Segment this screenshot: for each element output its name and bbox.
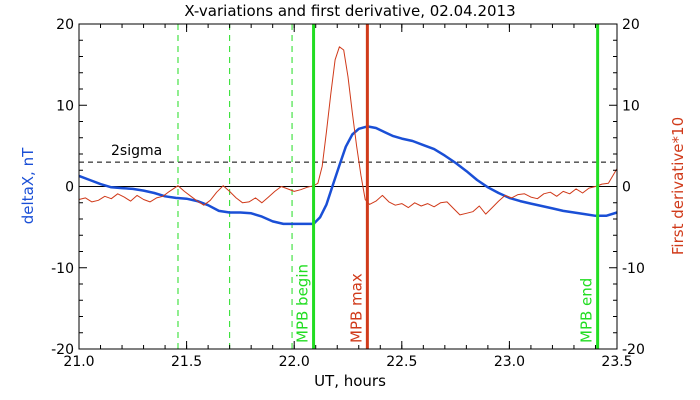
reference-lines (79, 24, 617, 349)
x-tick-label: 21.5 (171, 354, 202, 370)
y-right-tick-label: 0 (622, 180, 631, 196)
event-label-3: MPB end (578, 278, 596, 343)
x-tick-label: 23.0 (494, 354, 525, 370)
chart-title: X-variations and first derivative, 02.04… (184, 2, 515, 20)
event-label-2: MPB max (347, 273, 365, 343)
y-left-tick-label: 20 (56, 17, 74, 33)
y-left-tick-label: -10 (51, 261, 74, 277)
event-label-1: MPB begin (294, 264, 312, 343)
x-tick-label: 22.5 (386, 354, 417, 370)
x-tick-label: 22.0 (279, 354, 310, 370)
left-y-axis-title: deltaX, nT (19, 147, 37, 224)
y-left-tick-label: -20 (51, 342, 74, 358)
axes-layer: 21.0 21.5 22.0 22.5 23.0 23.5-20 -20-10 -100 010… (51, 17, 645, 370)
derivative-series-line (78, 46, 618, 216)
event-layer: MPB begin MPB max MPB end (294, 24, 600, 349)
plot-area: MPB begin MPB max MPB end 21.0 21.5 22.0 22.5… (51, 17, 645, 370)
x-tick-label: 21.0 (63, 354, 94, 370)
y-right-tick-label: 20 (622, 17, 640, 33)
deltax-series-line (78, 125, 618, 226)
y-right-tick-label: -20 (622, 342, 645, 358)
x-axis-title: UT, hours (314, 372, 386, 390)
y-right-tick-label: 10 (622, 98, 640, 114)
x-tick-label: 23.5 (601, 354, 632, 370)
y-left-tick-label: 0 (65, 180, 74, 196)
y-right-tick-label: -10 (622, 261, 645, 277)
y-left-tick-label: 10 (56, 98, 74, 114)
right-y-axis-title: First derivative*10 (669, 117, 687, 255)
threshold-label: 2sigma (111, 143, 162, 159)
series-layer (78, 46, 618, 226)
